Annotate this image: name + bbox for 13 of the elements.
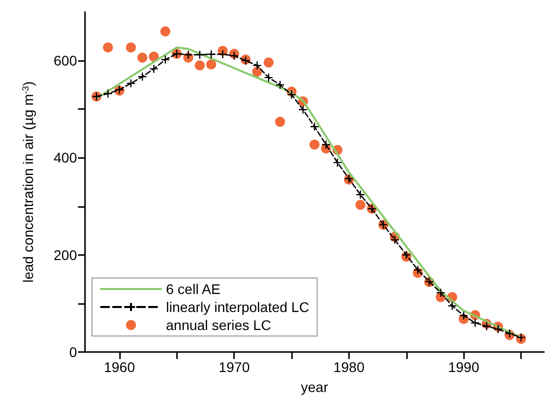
y-axis-title: lead concentration in air (µg m-3): [20, 81, 36, 283]
y-tick-label: 200: [54, 246, 78, 263]
x-axis-title: year: [300, 379, 328, 395]
x-tick-label: 1970: [218, 359, 250, 375]
x-tick-label: 1960: [104, 359, 136, 375]
y-tick-label: 600: [54, 52, 78, 69]
legend-label: linearly interpolated LC: [166, 299, 310, 315]
y-tick-label: 400: [54, 150, 78, 166]
legend-label: 6 cell AE: [166, 281, 220, 297]
legend-label: annual series LC: [166, 317, 272, 333]
x-tick-label: 1980: [333, 359, 365, 375]
y-tick-label: 0: [69, 344, 78, 360]
x-tick-label: 1990: [448, 359, 480, 375]
